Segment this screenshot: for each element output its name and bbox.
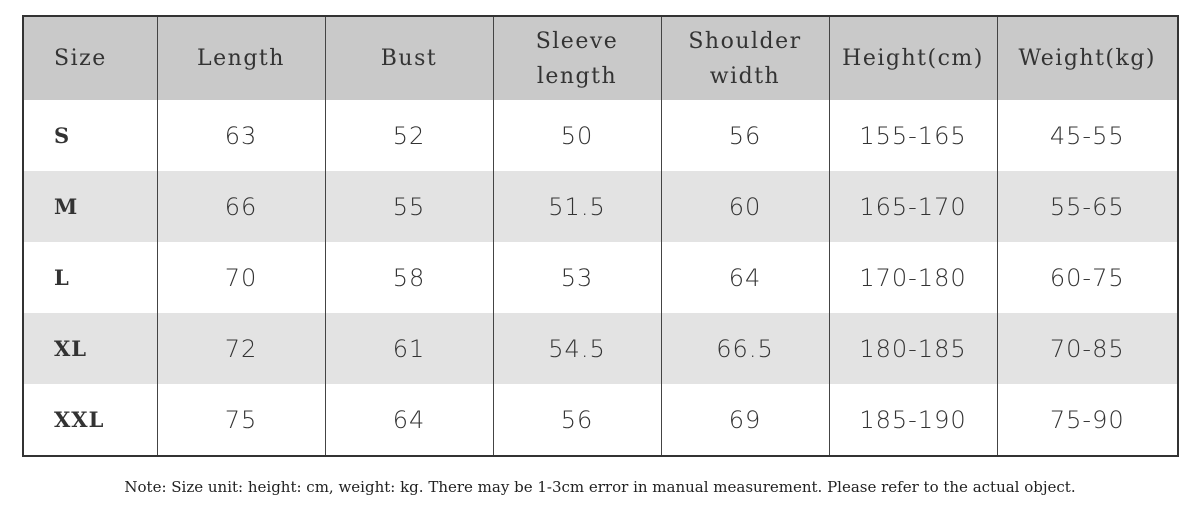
value-cell: 51.5 (492, 171, 661, 242)
header-cell: Bust (324, 16, 493, 100)
value-cell: 75-90 (996, 384, 1178, 456)
size-cell: L (54, 265, 70, 290)
value-cell: 45-55 (996, 100, 1178, 171)
value-cell: 180-185 (828, 313, 997, 384)
value-cell: 58 (324, 242, 493, 313)
value-cell: 53 (492, 242, 661, 313)
header-cell: Height(cm) (828, 16, 997, 100)
value-cell: 66 (156, 171, 325, 242)
size-cell: XXL (54, 407, 105, 432)
header-row: Size Length Bust Sleeve length Shoulder widt… (23, 16, 1178, 100)
header-cell: Shoulder width (660, 16, 829, 100)
header-cell: Sleeve length (492, 16, 661, 100)
value-cell: 54.5 (492, 313, 661, 384)
table-row: XL 72 61 54.5 66.5 180-185 70-85 (23, 313, 1178, 384)
size-cell: M (23, 171, 157, 242)
header-text: Length (197, 46, 285, 71)
value-cell: 185-190 (828, 384, 997, 456)
value-cell: 61 (324, 313, 493, 384)
table-row: S 63 52 50 56 155-165 45-55 (23, 100, 1178, 171)
value-cell: 155-165 (828, 100, 997, 171)
value-cell: 70 (156, 242, 325, 313)
note: Note: Size unit: height: cm, weight: kg.… (124, 478, 1076, 496)
value-cell: 60-75 (996, 242, 1178, 313)
value-cell: 64 (324, 384, 493, 456)
value-cell: 52 (324, 100, 493, 171)
header-cell: Size (23, 16, 157, 100)
value-cell: 60 (660, 171, 829, 242)
value-cell: 63 (156, 100, 325, 171)
header-text: Height(cm) (842, 46, 984, 71)
header-cell: Length (156, 16, 325, 100)
table-row: M 66 55 51.5 60 165-170 55-65 (23, 171, 1178, 242)
header-text: Shoulder width (688, 28, 802, 89)
value-cell: 55 (324, 171, 493, 242)
value-cell: 70-85 (996, 313, 1178, 384)
table-row: XXL 75 64 56 69 185-190 75-90 (23, 384, 1178, 456)
value-cell: 72 (156, 313, 325, 384)
size-cell: XL (23, 313, 157, 384)
value-cell: 165-170 (828, 171, 997, 242)
value-cell: 50 (492, 100, 661, 171)
header-cell: Weight(kg) (996, 16, 1178, 100)
value-cell: 56 (660, 100, 829, 171)
size-cell: S (54, 123, 71, 148)
value-cell: 56 (492, 384, 661, 456)
value-cell: 170-180 (828, 242, 997, 313)
header-text: Bust (380, 46, 438, 71)
table-row: L 70 58 53 64 170-180 60-75 (23, 242, 1178, 313)
value-cell: 55-65 (996, 171, 1178, 242)
value-cell: 75 (156, 384, 325, 456)
value-cell: 64 (660, 242, 829, 313)
value-cell: 66.5 (660, 313, 829, 384)
size-table: Size Length Bust Sleeve length Shoulder widt… (22, 15, 1179, 457)
header-text: Weight(kg) (1018, 46, 1157, 71)
header-text: Sleeve length (535, 28, 619, 89)
value-cell: 69 (660, 384, 829, 456)
header-text: Size (54, 46, 107, 71)
